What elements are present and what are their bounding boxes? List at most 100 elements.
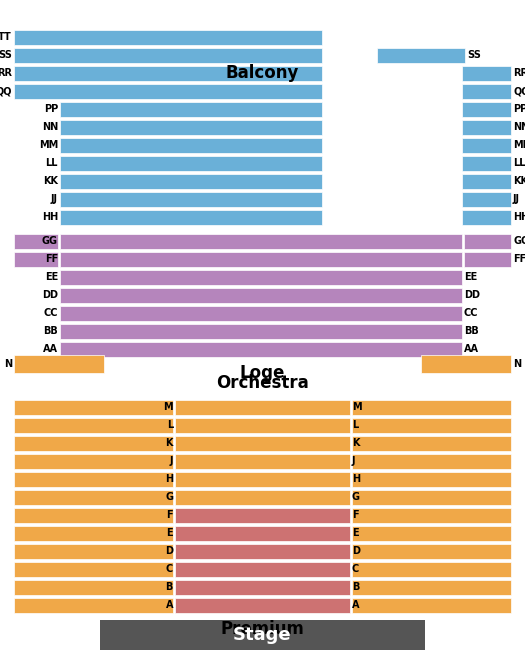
Bar (175, 526, 350, 541)
Bar (462, 66, 511, 81)
Text: D: D (165, 546, 173, 556)
Bar (352, 418, 511, 433)
Text: KK: KK (43, 176, 58, 187)
Bar (14, 508, 173, 523)
Bar (14, 234, 58, 249)
Text: CC: CC (464, 308, 478, 319)
Text: A: A (165, 601, 173, 610)
Text: PP: PP (44, 104, 58, 114)
Text: KK: KK (513, 176, 525, 187)
Bar (462, 192, 511, 207)
Bar (14, 562, 173, 577)
Bar (352, 544, 511, 559)
Text: F: F (352, 510, 359, 521)
Bar (352, 580, 511, 595)
Text: DD: DD (42, 290, 58, 300)
Text: J: J (352, 457, 355, 467)
Bar (14, 544, 173, 559)
Text: E: E (352, 529, 359, 539)
Bar (175, 418, 350, 433)
Bar (175, 400, 350, 415)
Bar (14, 526, 173, 541)
Text: N: N (513, 359, 521, 369)
Text: Stage: Stage (233, 626, 292, 644)
Bar (60, 192, 322, 207)
Bar (14, 66, 322, 81)
Bar (352, 508, 511, 523)
Text: H: H (352, 475, 360, 484)
Bar (60, 252, 462, 267)
Text: C: C (166, 564, 173, 574)
Bar (175, 472, 350, 487)
Text: L: L (167, 420, 173, 430)
Text: GG: GG (513, 236, 525, 246)
Text: Loge: Loge (240, 364, 285, 382)
Text: TT: TT (0, 32, 12, 42)
Text: J: J (170, 457, 173, 467)
Bar (464, 234, 511, 249)
Bar (462, 210, 511, 225)
Text: BB: BB (464, 327, 479, 337)
Text: FF: FF (45, 255, 58, 265)
Bar (175, 580, 350, 595)
Bar (60, 306, 462, 321)
Bar (462, 174, 511, 189)
Bar (14, 580, 173, 595)
Text: CC: CC (44, 308, 58, 319)
Text: H: H (165, 475, 173, 484)
Bar (175, 454, 350, 469)
Text: NN: NN (513, 123, 525, 133)
Bar (352, 400, 511, 415)
Bar (60, 288, 462, 303)
Text: LL: LL (513, 158, 525, 168)
Text: Premium: Premium (220, 620, 304, 638)
Text: G: G (165, 492, 173, 502)
Text: C: C (352, 564, 359, 574)
Bar (14, 84, 322, 99)
Text: AA: AA (43, 345, 58, 354)
Text: K: K (352, 438, 360, 449)
Bar (60, 342, 462, 357)
Bar (60, 156, 322, 171)
Bar (60, 102, 322, 117)
Bar (421, 355, 511, 373)
Bar (175, 508, 350, 523)
Text: EE: EE (464, 273, 477, 282)
Text: LL: LL (46, 158, 58, 168)
Text: QQ: QQ (513, 86, 525, 96)
Text: EE: EE (45, 273, 58, 282)
Bar (14, 436, 173, 451)
Text: HH: HH (42, 213, 58, 222)
Text: QQ: QQ (0, 86, 12, 96)
Text: GG: GG (42, 236, 58, 246)
Text: M: M (352, 403, 362, 412)
Text: PP: PP (513, 104, 525, 114)
Bar (175, 490, 350, 505)
Bar (14, 598, 173, 613)
Text: NN: NN (42, 123, 58, 133)
Text: M: M (163, 403, 173, 412)
Bar (14, 490, 173, 505)
Bar (14, 48, 322, 63)
Bar (462, 156, 511, 171)
Bar (352, 562, 511, 577)
Bar (352, 454, 511, 469)
Bar (14, 30, 322, 45)
Bar (352, 472, 511, 487)
Bar (352, 490, 511, 505)
Text: SS: SS (0, 51, 12, 61)
Bar (14, 400, 173, 415)
Bar (14, 454, 173, 469)
Bar (60, 234, 462, 249)
Bar (14, 418, 173, 433)
Bar (175, 544, 350, 559)
Text: L: L (352, 420, 358, 430)
Text: JJ: JJ (51, 195, 58, 205)
Text: RR: RR (513, 69, 525, 79)
Bar (377, 48, 465, 63)
Bar (60, 324, 462, 339)
Bar (352, 436, 511, 451)
Bar (464, 252, 511, 267)
Text: E: E (166, 529, 173, 539)
Text: Balcony: Balcony (226, 65, 299, 82)
